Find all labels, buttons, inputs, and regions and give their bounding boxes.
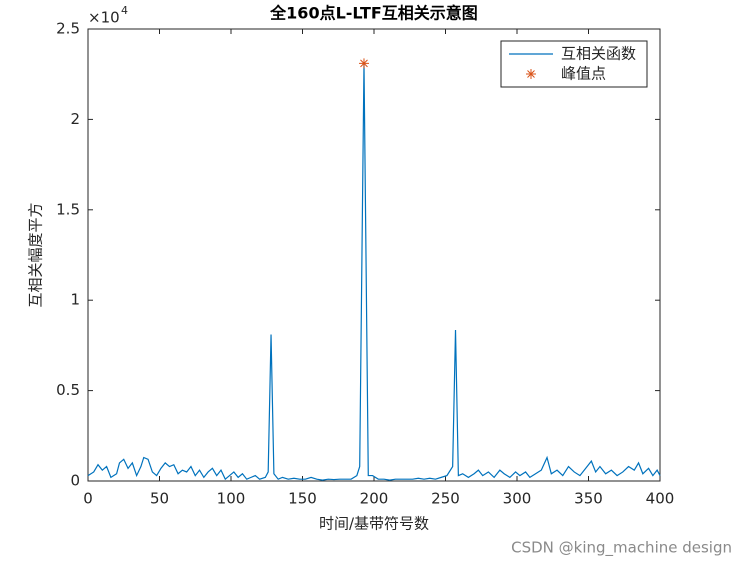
x-tick-label: 50 <box>150 490 169 508</box>
x-tick-label: 100 <box>217 490 246 508</box>
x-tick-label: 300 <box>503 490 532 508</box>
y-multiplier: ×10 <box>88 9 120 27</box>
y-tick-label: 0 <box>70 472 80 490</box>
x-tick-label: 200 <box>360 490 389 508</box>
x-tick-label: 0 <box>83 490 93 508</box>
x-tick-label: 150 <box>288 490 317 508</box>
legend-label: 峰值点 <box>561 65 606 83</box>
y-tick-label: 1 <box>70 291 80 309</box>
peak-marker <box>358 58 369 69</box>
legend-label: 互相关函数 <box>561 45 636 63</box>
y-tick-label: 1.5 <box>56 200 80 218</box>
data-line <box>87 63 661 481</box>
y-tick-label: 0.5 <box>56 381 80 399</box>
watermark: CSDN @king_machine design <box>511 539 732 558</box>
legend-marker <box>526 69 536 79</box>
plot-area <box>87 28 661 482</box>
y-axis-label: 互相关幅度平方 <box>27 202 45 307</box>
x-tick-label: 400 <box>646 490 675 508</box>
y-tick-label: 2 <box>70 110 80 128</box>
x-axis-label: 时间/基带符号数 <box>319 515 429 533</box>
x-tick-label: 250 <box>431 490 460 508</box>
y-multiplier-exponent: 4 <box>121 4 128 17</box>
x-tick-label: 350 <box>574 490 603 508</box>
legend-box <box>500 40 648 88</box>
chart-title: 全160点L-LTF互相关示意图 <box>269 4 478 23</box>
y-tick-label: 2.5 <box>56 20 80 38</box>
